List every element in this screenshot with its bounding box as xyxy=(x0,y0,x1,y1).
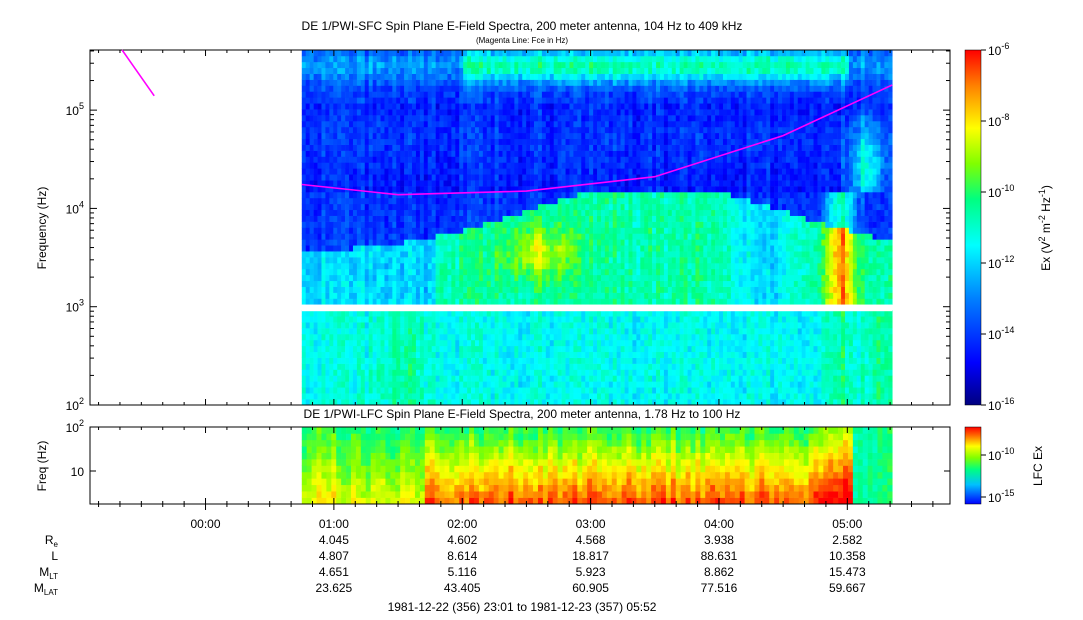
ephemeris-value: 4.651 xyxy=(319,565,349,579)
x-tick-label: 03:00 xyxy=(576,517,606,531)
ephemeris-value: 60.905 xyxy=(572,581,609,595)
ephemeris-value: 77.516 xyxy=(701,581,738,595)
x-tick-label: 02:00 xyxy=(447,517,477,531)
ephemeris-value: 5.923 xyxy=(576,565,606,579)
y-tick-label: 103 xyxy=(66,298,84,315)
colorbar-bottom xyxy=(964,426,982,505)
fce-line-segment xyxy=(121,49,155,97)
bottom-y-axis-label: Freq (Hz) xyxy=(35,441,49,492)
ephemeris-value: 8.614 xyxy=(447,549,477,563)
ephemeris-value: 88.631 xyxy=(701,549,738,563)
y-tick-label: 10 xyxy=(71,465,85,479)
ephemeris-table: Re 4.045 4.602 4.568 3.938 2.582 L 4.807 8.614 18… xyxy=(34,533,866,597)
ephemeris-value: 3.938 xyxy=(704,533,734,547)
x-tick-label: 01:00 xyxy=(319,517,349,531)
y-tick-label: 104 xyxy=(66,199,84,216)
bottom-panel-title: DE 1/PWI-LFC Spin Plane E-Field Spectra,… xyxy=(304,407,741,421)
ephemeris-value: 4.602 xyxy=(447,533,477,547)
top-plot-frame xyxy=(89,49,951,406)
x-tick-label: 04:00 xyxy=(704,517,734,531)
top-y-axis-label: Frequency (Hz) xyxy=(35,187,49,270)
ephemeris-value: 59.667 xyxy=(829,581,866,595)
ephemeris-row-label: MLT xyxy=(39,565,58,581)
ephemeris-value: 4.807 xyxy=(319,549,349,563)
ephemeris-row-label: MLAT xyxy=(34,581,58,597)
ephemeris-value: 15.473 xyxy=(829,565,866,579)
ephemeris-row-label: Re xyxy=(45,533,59,549)
x-tick-label: 05:00 xyxy=(832,517,862,531)
colorbar-top-ticks: 10-6 10-8 10-10 10-12 10-14 10-16 xyxy=(981,41,1014,413)
bottom-y-axis: 10 102 xyxy=(66,418,950,479)
x-axis: 00:00 01:00 02:00 03:00 04:00 05:00 xyxy=(98,50,934,531)
y-tick-label: 102 xyxy=(66,418,84,435)
colorbar-top-label: Ex (V2 m-2 Hz-1) xyxy=(1037,185,1053,271)
ephemeris-value: 10.358 xyxy=(829,549,866,563)
colorbar-tick-label: 10-6 xyxy=(988,41,1009,58)
colorbar-tick-label: 10-16 xyxy=(988,396,1014,413)
top-y-axis: 102 103 104 105 xyxy=(66,50,950,413)
colorbar-tick-label: 10-10 xyxy=(988,446,1014,463)
ephemeris-value: 5.116 xyxy=(448,565,477,579)
ephemeris-value: 4.568 xyxy=(576,533,606,547)
top-panel-title: DE 1/PWI-SFC Spin Plane E-Field Spectra,… xyxy=(302,19,743,33)
ephemeris-value: 18.817 xyxy=(572,549,609,563)
ephemeris-value: 8.862 xyxy=(704,565,734,579)
spectrogram-bottom xyxy=(301,427,893,505)
bottom-plot-frame xyxy=(89,426,951,505)
ephemeris-row-label: L xyxy=(51,549,58,563)
colorbar-bottom-ticks: 10-10 10-15 xyxy=(981,446,1014,505)
colorbar-tick-label: 10-14 xyxy=(988,325,1014,342)
ephemeris-value: 43.405 xyxy=(444,581,481,595)
colorbar-tick-label: 10-8 xyxy=(988,112,1009,129)
x-tick-label: 00:00 xyxy=(191,517,221,531)
ephemeris-value: 2.582 xyxy=(832,533,862,547)
colorbar-bottom-label: LFC Ex xyxy=(1031,446,1045,486)
colorbar-tick-label: 10-15 xyxy=(988,488,1014,505)
y-tick-label: 105 xyxy=(66,101,84,118)
ephemeris-value: 4.045 xyxy=(319,533,349,547)
spectrogram-top xyxy=(301,50,893,406)
ephemeris-value: 23.625 xyxy=(316,581,353,595)
top-panel-subtitle: (Magenta Line: Fce in Hz) xyxy=(476,36,568,45)
colorbar-tick-label: 10-10 xyxy=(988,183,1014,200)
fce-line xyxy=(301,84,893,196)
time-range-label: 1981-12-22 (356) 23:01 to 1981-12-23 (35… xyxy=(388,600,657,614)
colorbar-tick-label: 10-12 xyxy=(988,254,1014,271)
colorbar-top xyxy=(964,49,982,406)
y-tick-label: 102 xyxy=(66,396,84,413)
